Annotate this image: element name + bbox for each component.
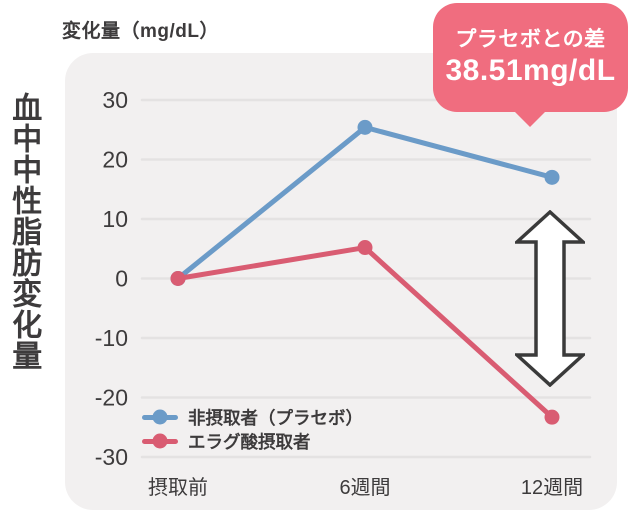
y-tick-label: -10 <box>95 325 128 351</box>
data-point-1-2 <box>544 409 560 425</box>
legend-dot-icon <box>152 433 168 449</box>
legend-marker-placebo-line-dot-icon <box>142 409 178 425</box>
x-tick-label: 6週間 <box>339 476 390 499</box>
data-point-0-1 <box>357 119 373 135</box>
data-point-0-2 <box>544 169 560 185</box>
callout-title: プラセボとの差 <box>455 27 606 51</box>
x-tick-label: 摂取前 <box>148 476 208 499</box>
difference-arrow-shape <box>515 210 585 387</box>
legend-item-ellagic: エラグ酸摂取者 <box>142 429 363 453</box>
y-tick-label: -20 <box>95 385 128 411</box>
plot-area: 30 20 10 0 -10 -20 -30 摂取前 6週間 12週間 非摂取者（プラセボ） エラ… <box>65 53 617 510</box>
difference-double-arrow-icon <box>515 210 585 387</box>
difference-callout: プラセボとの差 38.51mg/dL <box>433 3 628 127</box>
line-chart-canvas: 30 20 10 0 -10 -20 -30 摂取前 6週間 12週間 <box>95 87 592 499</box>
data-point-1-1 <box>357 240 373 256</box>
legend-dot-icon <box>152 409 168 425</box>
legend-marker-ellagic-line-dot-icon <box>142 433 178 449</box>
chart-vertical-title: 血中中性脂肪変化量 <box>7 92 41 371</box>
series-line-1 <box>175 245 555 420</box>
legend: 非摂取者（プラセボ） エラグ酸摂取者 <box>142 405 363 453</box>
y-tick-label: 10 <box>102 206 128 232</box>
y-tick-label: 20 <box>102 147 128 173</box>
legend-item-placebo: 非摂取者（プラセボ） <box>142 405 363 429</box>
data-point-1-0 <box>170 271 186 286</box>
callout-value: 38.51mg/dL <box>445 54 616 88</box>
x-tick-label: 12週間 <box>521 476 583 499</box>
legend-label-ellagic: エラグ酸摂取者 <box>188 431 311 452</box>
y-tick-label: 30 <box>102 87 128 113</box>
series-line-0 <box>175 124 555 281</box>
y-tick-label: -30 <box>95 444 128 470</box>
y-axis-unit-label: 変化量（mg/dL） <box>62 21 219 42</box>
y-tick-label: 0 <box>115 266 128 292</box>
legend-label-placebo: 非摂取者（プラセボ） <box>188 407 363 428</box>
